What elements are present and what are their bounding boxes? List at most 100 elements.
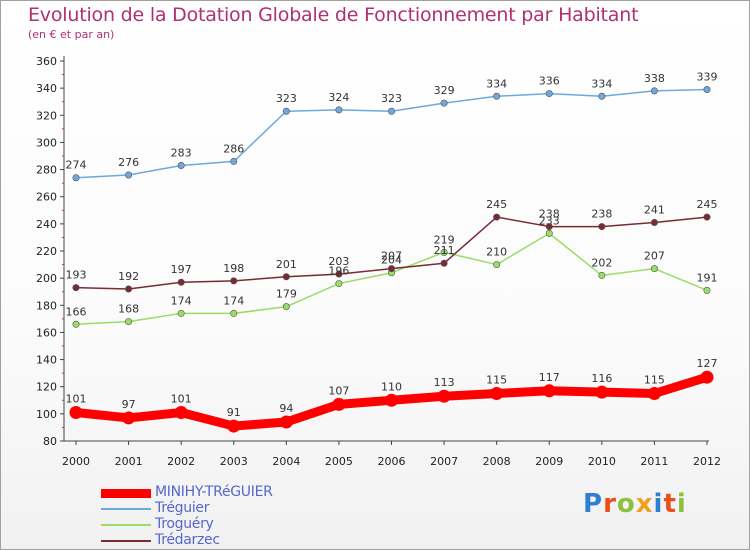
data-point — [230, 157, 238, 165]
y-tick-label: 160 — [36, 326, 57, 339]
data-point — [335, 280, 343, 288]
data-label: 113 — [434, 376, 455, 389]
data-label: 166 — [66, 305, 87, 318]
data-label: 127 — [697, 357, 718, 370]
series-layer — [69, 86, 714, 433]
y-tick-label: 180 — [36, 299, 57, 312]
data-point — [230, 277, 238, 285]
data-point — [177, 278, 185, 286]
data-label: 204 — [381, 254, 402, 267]
data-point — [440, 248, 448, 256]
data-point — [227, 419, 241, 433]
proxiti-logo: Proxiti — [583, 489, 687, 519]
legend-label: Trédarzec — [155, 532, 220, 548]
chart-title: Evolution de la Dotation Globale de Fonc… — [28, 4, 639, 26]
data-label: 97 — [122, 398, 136, 411]
y-tick-label: 220 — [36, 245, 57, 258]
data-label: 201 — [276, 258, 297, 271]
logo-letter: x — [635, 489, 654, 519]
data-point — [490, 387, 504, 400]
data-point — [545, 90, 553, 98]
data-label: 174 — [223, 294, 244, 307]
y-tick-label: 80 — [43, 435, 57, 448]
data-label: 274 — [66, 159, 87, 172]
data-label: 286 — [223, 142, 244, 155]
data-label: 334 — [486, 77, 507, 90]
data-label: 323 — [276, 92, 297, 105]
data-label: 198 — [223, 262, 244, 275]
x-tick-label: 2002 — [167, 455, 195, 468]
data-labels-layer: 274 276 283 286 323 324 323 329 334 336 334 338 339 1… — [66, 71, 718, 420]
data-point — [282, 107, 290, 115]
data-point — [72, 174, 80, 182]
data-point — [650, 265, 658, 273]
y-tick-label: 260 — [36, 191, 57, 204]
logo-letter: i — [653, 489, 664, 519]
data-point — [598, 223, 606, 231]
data-label: 196 — [328, 265, 349, 278]
data-label: 339 — [697, 71, 718, 84]
data-label: 233 — [539, 214, 560, 227]
data-point — [125, 171, 133, 179]
logo-letter: P — [583, 489, 604, 519]
x-tick-label: 2003 — [220, 455, 248, 468]
data-label: 283 — [171, 147, 192, 160]
data-label: 91 — [227, 406, 241, 419]
data-label: 193 — [66, 269, 87, 282]
data-point — [174, 406, 188, 419]
data-point — [650, 219, 658, 227]
data-label: 329 — [434, 84, 455, 97]
data-point — [177, 162, 185, 170]
data-label: 116 — [591, 372, 612, 385]
y-tick-label: 320 — [36, 109, 57, 122]
data-label: 101 — [66, 393, 87, 406]
y-tick-label: 300 — [36, 136, 57, 149]
logo-letter: t — [663, 489, 677, 519]
data-label: 101 — [171, 393, 192, 406]
data-label: 203 — [328, 255, 349, 268]
data-point — [385, 393, 398, 407]
data-point — [437, 389, 451, 403]
data-point — [595, 385, 609, 399]
x-tick-label: 2000 — [62, 455, 90, 468]
data-label: 210 — [486, 246, 507, 259]
data-label: 207 — [644, 250, 665, 263]
y-tick-label: 340 — [36, 82, 57, 95]
x-tick-label: 2006 — [378, 455, 406, 468]
data-point — [700, 370, 714, 384]
data-label: 323 — [381, 92, 402, 105]
logo-letter: i — [676, 489, 687, 519]
data-point — [647, 387, 661, 400]
data-label: 192 — [118, 270, 139, 283]
data-point — [440, 99, 448, 107]
data-label: 174 — [171, 294, 192, 307]
data-label: 334 — [591, 77, 612, 90]
chart-subtitle: (en € et par an) — [28, 28, 115, 41]
data-label: 110 — [381, 380, 402, 393]
data-point — [177, 309, 185, 317]
data-point — [545, 223, 553, 231]
logo-letter: r — [603, 489, 617, 519]
data-point — [125, 285, 133, 293]
axes: 80 100 120 140 160 180 200 220 240 260 280 300 320 34… — [36, 55, 721, 468]
data-label: 117 — [539, 371, 560, 384]
data-label: 94 — [279, 402, 293, 415]
x-tick-label: 2012 — [693, 455, 721, 468]
x-tick-label: 2011 — [640, 455, 668, 468]
data-point — [335, 270, 343, 278]
data-label: 276 — [118, 156, 139, 169]
data-label: 115 — [644, 374, 665, 387]
data-point — [703, 213, 711, 221]
x-tick-label: 2008 — [483, 455, 511, 468]
y-tick-label: 280 — [36, 164, 57, 177]
x-tick-label: 2004 — [272, 455, 300, 468]
data-point — [545, 229, 553, 237]
y-tick-label: 120 — [36, 381, 57, 394]
logo-letter: o — [616, 489, 636, 519]
legend-swatch — [101, 508, 151, 510]
data-label: 238 — [539, 208, 560, 221]
y-tick-label: 140 — [36, 354, 57, 367]
data-point — [279, 415, 293, 429]
